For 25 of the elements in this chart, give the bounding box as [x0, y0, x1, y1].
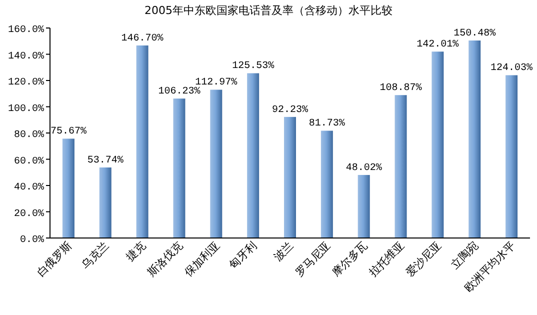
- data-label: 150.48%: [454, 28, 496, 40]
- data-label: 81.73%: [308, 118, 345, 130]
- y-tick-label: 80.0%: [14, 130, 44, 141]
- data-label: 48.02%: [346, 162, 382, 174]
- y-tick-label: 0.0%: [20, 235, 44, 246]
- y-tick-label: 100.0%: [8, 104, 44, 115]
- title: 2005年中东欧国家电话普及率（含移动）水平比较: [144, 4, 392, 17]
- data-label: 108.87%: [380, 83, 422, 94]
- y-tick-label: 160.0%: [8, 25, 44, 36]
- y-tick-label: 120.0%: [8, 78, 44, 88]
- y-tick-label: 20.0%: [14, 208, 44, 220]
- data-label: 146.70%: [121, 33, 164, 44]
- data-label: 75.67%: [50, 126, 86, 138]
- data-label: 125.53%: [232, 61, 274, 72]
- y-tick-label: 140.0%: [8, 51, 44, 62]
- y-tick-label: 60.0%: [14, 156, 44, 168]
- x-tick-label: 乌克兰: [78, 238, 112, 272]
- data-label: 92.23%: [272, 104, 308, 116]
- data-label: 53.74%: [87, 155, 124, 166]
- y-tick-label: 40.0%: [14, 182, 44, 194]
- x-tick-label: 匈牙利: [226, 238, 260, 272]
- data-label: 142.01%: [416, 40, 459, 51]
- x-tick-label: 立陶宛: [448, 238, 481, 272]
- data-label: 124.03%: [490, 63, 533, 74]
- data-label: 106.23%: [158, 86, 200, 98]
